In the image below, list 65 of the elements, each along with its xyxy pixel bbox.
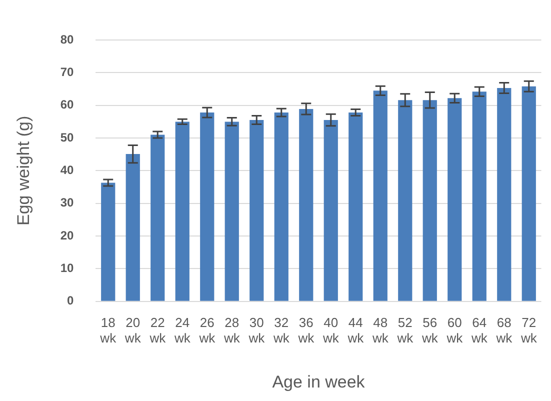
y-tick-label: 60: [60, 98, 74, 112]
y-tick-label: 10: [60, 261, 74, 276]
category-label: wk: [446, 330, 463, 346]
category-label: wk: [273, 330, 290, 346]
category-label: wk: [199, 330, 216, 346]
y-tick-label: 20: [60, 228, 74, 242]
category-label: 64: [472, 314, 487, 330]
bar: [126, 154, 140, 301]
category-label: 60: [447, 314, 462, 330]
category-label: 52: [398, 314, 412, 330]
y-tick-label: 80: [60, 32, 74, 46]
y-tick-label: 40: [60, 163, 74, 178]
category-label: wk: [248, 330, 265, 346]
x-axis-title: Age in week: [272, 372, 366, 392]
category-label: 32: [274, 314, 289, 330]
category-label: wk: [422, 330, 438, 346]
category-label: wk: [298, 330, 314, 346]
category-label: wk: [100, 330, 116, 346]
category-label: 28: [224, 314, 240, 330]
y-axis-title: Egg weight (g): [14, 116, 33, 226]
category-label: wk: [348, 330, 364, 346]
category-label: wk: [397, 330, 414, 346]
category-label: wk: [224, 330, 240, 346]
category-label: wk: [520, 330, 537, 346]
bar: [422, 100, 437, 301]
category-label: wk: [372, 330, 388, 346]
bar: [448, 98, 462, 301]
y-tick-label: 70: [60, 64, 74, 79]
bar: [101, 182, 116, 301]
category-label: 56: [422, 314, 438, 330]
category-label: wk: [150, 330, 166, 346]
bar: [348, 112, 363, 301]
category-label: wk: [174, 330, 190, 346]
category-label: 26: [200, 314, 214, 330]
y-tick-label: 50: [60, 130, 74, 144]
category-label: 30: [249, 314, 264, 330]
bar: [522, 86, 536, 301]
category-label: wk: [471, 330, 488, 346]
category-label: 48: [373, 314, 388, 330]
category-label: 20: [126, 314, 140, 330]
bar: [175, 122, 190, 301]
category-label: 72: [522, 314, 536, 330]
bar: [373, 90, 388, 301]
category-label: 40: [324, 314, 338, 330]
bar: [200, 112, 214, 301]
y-tick-label: 30: [60, 196, 74, 210]
category-label: 24: [175, 314, 190, 330]
category-label: 44: [348, 314, 363, 330]
category-label: 68: [496, 314, 512, 330]
bar: [497, 88, 512, 301]
category-label: wk: [124, 330, 141, 346]
bar: [224, 122, 239, 301]
bar: [274, 112, 288, 301]
bar: [472, 92, 486, 301]
category-label: wk: [496, 330, 512, 346]
category-label: 22: [150, 314, 165, 330]
y-tick-label: 0: [67, 294, 74, 308]
bar: [398, 100, 412, 301]
category-label: 18: [100, 314, 116, 330]
bar: [150, 134, 165, 301]
category-label: 36: [298, 314, 314, 330]
bar: [299, 108, 314, 301]
category-label: wk: [322, 330, 339, 346]
bar: [324, 120, 338, 301]
bar: [250, 120, 264, 301]
